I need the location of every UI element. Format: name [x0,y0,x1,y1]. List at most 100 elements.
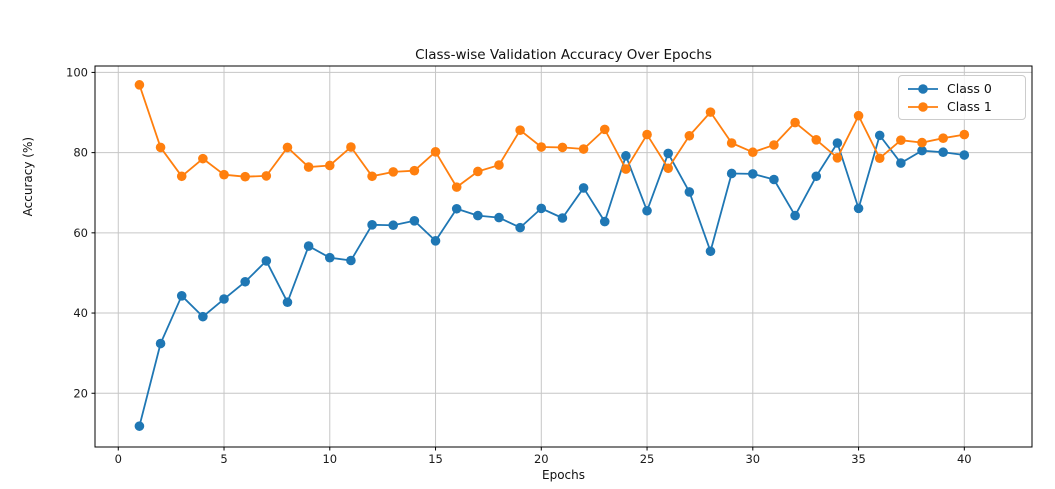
legend-label: Class 1 [947,99,992,114]
x-tick-label: 25 [640,452,655,466]
data-point-0 [155,338,166,349]
data-point-1 [388,167,399,177]
y-tick-label: 80 [73,146,88,160]
data-point-0 [261,256,272,266]
data-point-1 [303,162,314,172]
x-tick-label: 0 [115,452,122,466]
data-point-1 [874,153,885,164]
data-point-1 [578,144,589,154]
data-point-1 [621,164,631,174]
data-point-1 [896,135,906,145]
data-point-0 [557,213,568,223]
legend-item-0: Class 0 [906,81,1017,96]
data-point-1 [599,124,610,135]
data-point-0 [536,203,547,214]
data-point-1 [642,129,652,140]
data-point-0 [959,150,970,160]
data-point-0 [938,147,948,158]
data-point-1 [282,142,293,153]
series-line-1 [138,84,965,189]
data-point-1 [832,153,843,163]
data-point-0 [705,246,716,257]
data-point-1 [515,125,525,135]
y-axis-label-text: Accuracy (%) [21,136,35,217]
data-point-0 [134,421,145,431]
data-point-1 [917,137,927,148]
legend-label: Class 0 [947,81,992,96]
x-tick-label: 10 [322,452,337,466]
data-point-1 [409,165,420,176]
data-point-0 [219,294,229,304]
data-point-0 [430,236,441,246]
data-point-0 [388,220,399,231]
data-point-0 [599,216,610,227]
data-point-1 [663,163,673,174]
data-point-0 [853,203,864,214]
data-point-1 [473,166,483,177]
data-point-0 [874,130,885,141]
data-point-1 [557,142,568,153]
y-tick-label: 40 [73,306,88,320]
data-point-1 [198,153,208,164]
y-tick-label: 60 [73,226,88,240]
data-point-1 [769,140,779,150]
data-point-0 [473,210,483,221]
data-point-0 [769,174,779,185]
data-point-0 [663,148,673,159]
x-tick-label: 20 [534,452,549,466]
data-point-1 [430,147,441,157]
data-point-1 [790,117,800,128]
data-point-1 [155,142,166,153]
data-point-1 [705,107,716,117]
data-point-0 [642,205,652,216]
data-point-0 [494,212,504,223]
data-point-0 [324,252,335,263]
x-tick-label: 5 [220,452,227,466]
data-point-0 [917,145,927,156]
axes-spines [94,65,1033,448]
chart-title: Class-wise Validation Accuracy Over Epoc… [415,47,712,63]
data-point-0 [198,311,208,322]
data-point-0 [790,210,800,221]
data-point-0 [282,297,293,308]
data-point-1 [536,142,547,152]
data-point-1 [494,160,504,170]
data-point-0 [176,291,187,301]
data-point-1 [853,110,864,121]
data-point-1 [134,80,145,90]
data-point-1 [959,129,970,140]
data-point-0 [684,187,695,197]
data-point-0 [748,169,758,179]
series-line-0 [138,134,965,427]
data-point-0 [896,158,906,168]
legend-item-1: Class 1 [906,99,1017,114]
data-point-1 [938,133,948,143]
x-tick-label: 35 [851,452,866,466]
legend-marker-icon [908,101,938,112]
data-point-1 [811,134,822,145]
legend: Class 0 Class 1 [898,75,1026,120]
data-point-0 [451,203,462,214]
x-axis-label: Epochs [542,468,585,482]
data-point-1 [748,147,758,158]
data-point-1 [451,182,462,192]
data-point-0 [240,276,250,287]
data-point-1 [726,138,737,148]
y-tick-label: 20 [73,386,88,400]
data-point-0 [578,183,589,193]
y-tick-label: 100 [66,65,88,79]
x-tick-label: 30 [745,452,760,466]
data-point-0 [515,222,525,233]
legend-marker-icon [908,83,938,94]
data-point-1 [176,171,187,182]
data-point-0 [303,241,314,251]
data-point-0 [621,151,631,161]
data-point-0 [367,220,377,230]
data-point-1 [367,171,377,182]
data-point-1 [684,130,695,141]
data-point-1 [261,171,272,181]
data-point-1 [240,171,250,182]
x-tick-label: 15 [428,452,443,466]
